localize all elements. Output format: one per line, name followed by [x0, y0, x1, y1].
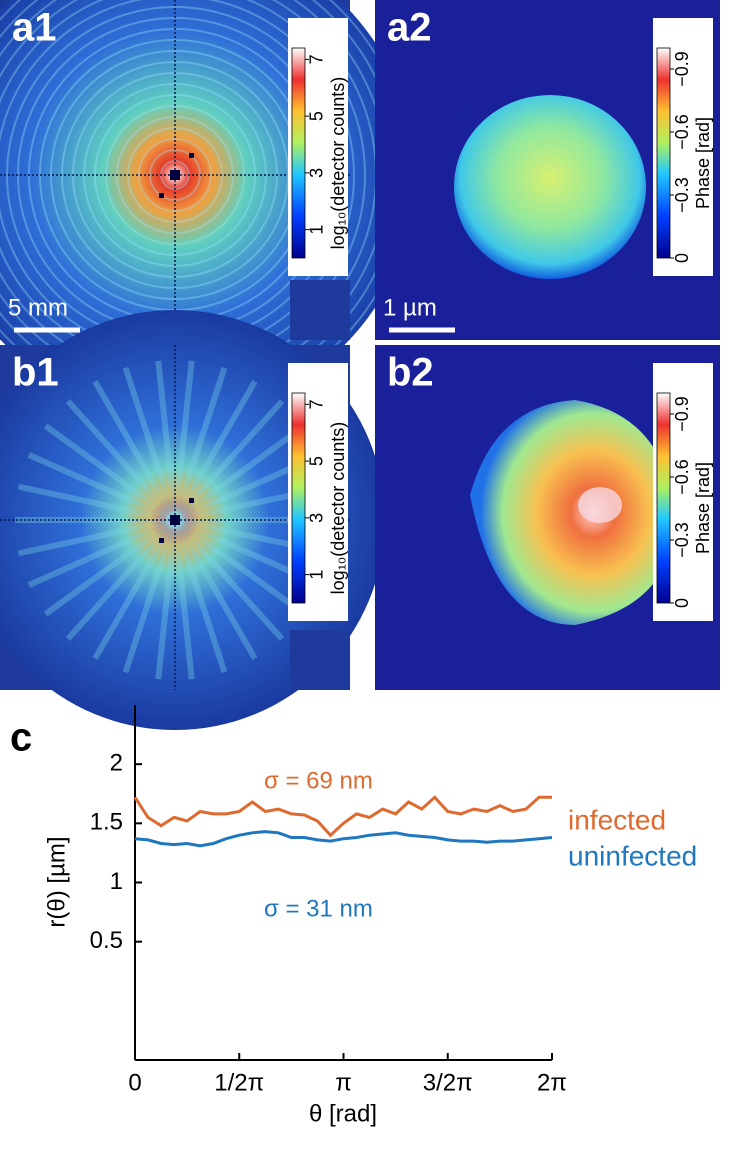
colorbar-tick-label: −0.3: [672, 522, 692, 558]
diffraction-streak: [172, 379, 258, 522]
series-label: infected: [568, 804, 666, 835]
y-tick-label: 1: [110, 868, 123, 895]
diffraction-streak: [172, 518, 258, 661]
pixel-defect: [189, 498, 194, 503]
diffraction-streak: [122, 519, 178, 674]
diffraction-streak: [155, 519, 178, 680]
pixel-defect: [189, 153, 194, 158]
diffraction-streak: [92, 518, 178, 661]
diffraction-streak: [17, 483, 176, 523]
colorbar: [291, 392, 306, 604]
x-tick-label: 0: [128, 1069, 141, 1096]
y-axis-label: r(θ) [µm]: [43, 836, 70, 927]
diffraction-streak: [43, 423, 177, 523]
diffraction-streak: [173, 423, 307, 523]
scale-bar-label: 5 mm: [8, 294, 68, 321]
y-tick-label: 0.5: [90, 927, 123, 954]
diffraction-ring: [94, 94, 256, 256]
colorbar-tick-label: 1: [307, 570, 327, 580]
series-line: [133, 795, 552, 838]
x-axis-label: θ [rad]: [309, 1100, 377, 1127]
colorbar-tick-label: −0.3: [672, 177, 692, 213]
colorbar-tick-label: 1: [307, 225, 327, 235]
x-tick-label: 3/2π: [423, 1069, 473, 1096]
diffraction-streak: [27, 452, 177, 523]
pixel-defect: [159, 538, 164, 543]
colorbar-tick-label: 5: [307, 111, 327, 121]
detector-corner: [290, 280, 350, 340]
diffraction-streak: [155, 360, 178, 521]
cell: [454, 95, 646, 279]
colorbar-tick-label: 0: [672, 598, 692, 608]
panel-label: c: [10, 716, 32, 760]
diffraction-streak: [92, 379, 178, 522]
colorbar-title: Phase [rad]: [693, 462, 713, 554]
panel-label: a2: [387, 6, 432, 50]
colorbar: [291, 47, 306, 259]
colorbar-tick-label: 3: [307, 168, 327, 178]
diffraction-streak: [172, 360, 195, 521]
diffraction-streak: [43, 517, 177, 617]
x-tick-label: π: [335, 1069, 352, 1096]
beamstop: [170, 170, 180, 180]
colorbar-title: log₁₀(detector counts): [328, 77, 348, 250]
cell: [470, 400, 675, 625]
colorbar: [656, 392, 671, 604]
colorbar-tick-label: 5: [307, 456, 327, 466]
series-label: uninfected: [568, 840, 697, 871]
diffraction-streak: [172, 519, 228, 674]
panel-label: a1: [12, 6, 57, 50]
panel-label: b1: [12, 351, 59, 395]
diffraction-ring: [138, 138, 212, 212]
series-line: [134, 830, 553, 848]
diffraction-streak: [173, 517, 307, 617]
annotation: σ = 31 nm: [264, 895, 373, 922]
panel-label: b2: [387, 351, 434, 395]
colorbar-tick-label: 7: [307, 54, 327, 64]
phase-hotspot: [578, 487, 622, 523]
colorbar-title: Phase [rad]: [693, 117, 713, 209]
colorbar-tick-label: 0: [672, 253, 692, 263]
x-tick-label: 2π: [537, 1069, 567, 1096]
colorbar-tick-label: 3: [307, 513, 327, 523]
colorbar-tick-label: −0.6: [672, 459, 692, 495]
y-tick-label: 1.5: [90, 809, 123, 836]
beamstop: [170, 515, 180, 525]
colorbar-tick-label: −0.9: [672, 396, 692, 432]
diffraction-streak: [27, 517, 177, 588]
diffraction-streak: [172, 519, 195, 680]
diffraction-streak: [65, 517, 178, 641]
colorbar-title: log₁₀(detector counts): [328, 422, 348, 595]
annotation: σ = 69 nm: [264, 767, 373, 794]
diffraction-streak: [65, 399, 178, 523]
colorbar-tick-label: −0.6: [672, 114, 692, 150]
colorbar: [656, 47, 671, 259]
diffraction-streak: [172, 517, 285, 641]
scale-bar-label: 1 µm: [383, 294, 437, 321]
colorbar-tick-label: −0.9: [672, 51, 692, 87]
x-tick-label: 1/2π: [214, 1069, 264, 1096]
y-tick-label: 2: [110, 750, 123, 777]
diffraction-streak: [17, 517, 176, 557]
diffraction-streak: [122, 366, 178, 521]
detector-corner: [290, 630, 350, 690]
diffraction-streak: [172, 366, 228, 521]
pixel-defect: [159, 193, 164, 198]
colorbar-tick-label: 7: [307, 399, 327, 409]
